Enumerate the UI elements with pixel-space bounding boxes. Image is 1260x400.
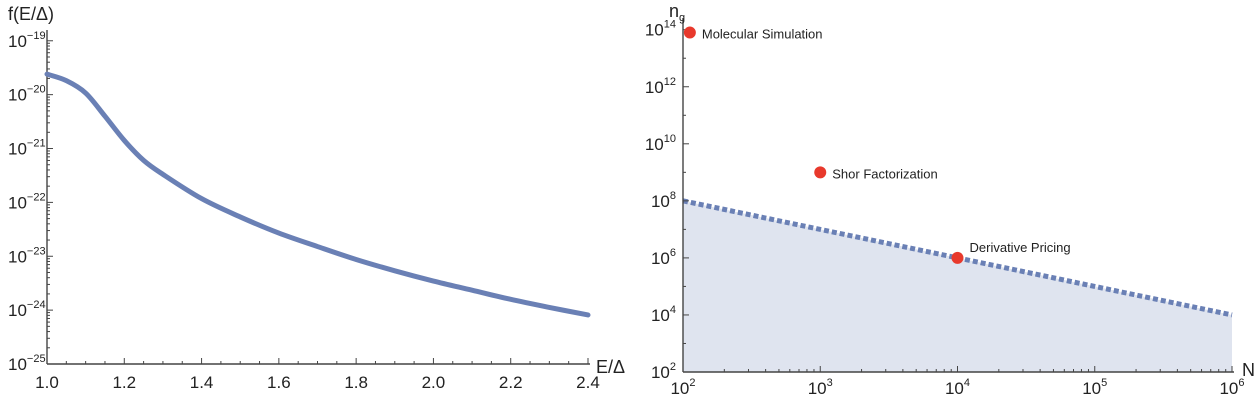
x-tick-label: 1.2 <box>112 373 136 392</box>
y-tick-label: 10−20 <box>8 84 46 105</box>
data-point <box>814 166 827 179</box>
x-tick-label: 106 <box>1219 377 1244 398</box>
y-tick-label: 10−25 <box>8 353 46 374</box>
y-tick-label: 1010 <box>645 133 676 154</box>
series-line-f <box>44 71 591 318</box>
y-axis-title: ng <box>669 1 685 24</box>
y-tick-label: 10−23 <box>8 245 46 266</box>
data-point <box>951 251 964 264</box>
x-tick-label: 2.0 <box>422 373 446 392</box>
x-tick-label: 2.4 <box>576 373 600 392</box>
x-tick-label: 1.0 <box>35 373 59 392</box>
feasible-region <box>683 200 1232 372</box>
chart-right: 102 103 104 105 106 102 104 106 108 1010 1012 1014n… <box>645 1 1255 398</box>
x-tick-label: 104 <box>945 377 970 398</box>
y-tick-label: 10−24 <box>8 299 46 320</box>
y-tick-label: 102 <box>651 361 676 382</box>
y-tick-label: 1014 <box>645 19 676 40</box>
x-tick-label: 103 <box>808 377 833 398</box>
y-tick-label: 1012 <box>645 76 676 97</box>
y-axis-title: f(E/Δ) <box>8 4 54 24</box>
x-tick-label: 1.8 <box>344 373 368 392</box>
y-tick-label: 10−22 <box>8 191 46 212</box>
chart-left: 1.0 1.2 1.4 1.6 1.8 2.0 2.2 2.4 10−25 10−24 10−23 1… <box>8 4 625 392</box>
data-point <box>683 26 696 39</box>
x-axis-title: N <box>1242 360 1255 380</box>
point-label: Molecular Simulation <box>702 27 823 42</box>
y-tick-label: 106 <box>651 247 676 268</box>
y-tick-label: 104 <box>651 304 676 325</box>
y-tick-label: 10−19 <box>8 30 46 51</box>
x-axis-title: E/Δ <box>596 357 625 377</box>
point-label: Derivative Pricing <box>970 240 1071 255</box>
x-tick-label: 102 <box>670 377 695 398</box>
x-tick-label: 1.4 <box>190 373 214 392</box>
x-tick-label: 2.2 <box>499 373 523 392</box>
y-tick-label: 10−21 <box>8 138 46 159</box>
x-tick-label: 105 <box>1082 377 1107 398</box>
x-tick-label: 1.6 <box>267 373 291 392</box>
y-tick-label: 108 <box>651 190 676 211</box>
point-label: Shor Factorization <box>832 166 938 181</box>
